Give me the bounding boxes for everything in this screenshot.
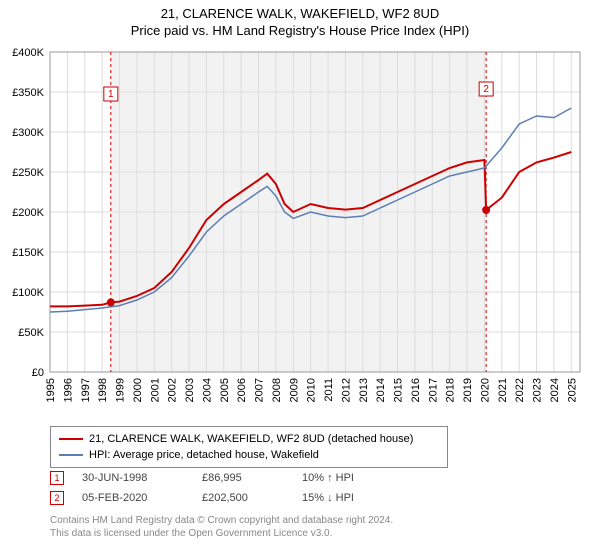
svg-text:2012: 2012 <box>340 378 352 402</box>
svg-text:2007: 2007 <box>254 378 266 402</box>
sale-date: 30-JUN-1998 <box>82 472 202 484</box>
legend-swatch <box>59 438 83 440</box>
legend-row: 21, CLARENCE WALK, WAKEFIELD, WF2 8UD (d… <box>59 431 439 447</box>
svg-text:1999: 1999 <box>115 378 127 402</box>
svg-text:1: 1 <box>108 89 114 100</box>
footer-line1: Contains HM Land Registry data © Crown c… <box>50 514 393 527</box>
legend-row: HPI: Average price, detached house, Wake… <box>59 447 439 463</box>
svg-text:1998: 1998 <box>97 378 109 402</box>
legend-label: HPI: Average price, detached house, Wake… <box>89 449 319 461</box>
svg-text:2009: 2009 <box>288 378 300 402</box>
svg-text:2011: 2011 <box>323 378 335 402</box>
svg-text:2013: 2013 <box>358 378 370 402</box>
svg-text:£200K: £200K <box>12 207 44 219</box>
legend: 21, CLARENCE WALK, WAKEFIELD, WF2 8UD (d… <box>50 426 448 468</box>
title-address: 21, CLARENCE WALK, WAKEFIELD, WF2 8UD <box>0 0 600 21</box>
svg-text:1995: 1995 <box>45 378 57 402</box>
svg-text:2002: 2002 <box>167 378 179 402</box>
svg-text:2004: 2004 <box>201 378 213 402</box>
svg-text:2005: 2005 <box>219 378 231 402</box>
svg-text:2017: 2017 <box>427 378 439 402</box>
svg-text:£350K: £350K <box>12 87 44 99</box>
svg-text:2025: 2025 <box>566 378 578 402</box>
sale-marker: 1 <box>50 471 64 485</box>
svg-text:£50K: £50K <box>18 327 44 339</box>
svg-text:2021: 2021 <box>497 378 509 402</box>
svg-text:£0: £0 <box>32 367 44 379</box>
sale-price: £86,995 <box>202 472 302 484</box>
footer-attribution: Contains HM Land Registry data © Crown c… <box>50 514 393 540</box>
svg-text:2000: 2000 <box>132 378 144 402</box>
svg-text:2: 2 <box>483 84 489 95</box>
sale-marker: 2 <box>50 491 64 505</box>
sale-price: £202,500 <box>202 492 302 504</box>
title-subtitle: Price paid vs. HM Land Registry's House … <box>0 21 600 38</box>
sale-pct: 10% ↑ HPI <box>302 472 422 484</box>
sale-date: 05-FEB-2020 <box>82 492 202 504</box>
svg-text:2023: 2023 <box>532 378 544 402</box>
svg-text:2008: 2008 <box>271 378 283 402</box>
legend-label: 21, CLARENCE WALK, WAKEFIELD, WF2 8UD (d… <box>89 433 413 445</box>
svg-text:£250K: £250K <box>12 167 44 179</box>
svg-text:£400K: £400K <box>12 47 44 59</box>
footer-line2: This data is licensed under the Open Gov… <box>50 527 393 540</box>
svg-text:2016: 2016 <box>410 378 422 402</box>
svg-text:1996: 1996 <box>62 378 74 402</box>
svg-text:2022: 2022 <box>514 378 526 402</box>
svg-text:2015: 2015 <box>393 378 405 402</box>
svg-text:2014: 2014 <box>375 378 387 402</box>
legend-swatch <box>59 454 83 456</box>
svg-text:2003: 2003 <box>184 378 196 402</box>
svg-text:£300K: £300K <box>12 127 44 139</box>
svg-text:1997: 1997 <box>80 378 92 402</box>
price-chart: 1 2 £0 £50K £100K £150K £200K £250K £300K £350K £4… <box>0 42 600 422</box>
sale-row: 1 30-JUN-1998£86,99510% ↑ HPI <box>50 468 422 488</box>
svg-text:2024: 2024 <box>549 378 561 402</box>
svg-text:£150K: £150K <box>12 247 44 259</box>
sales-table: 1 30-JUN-1998£86,99510% ↑ HPI 2 05-FEB-2020… <box>50 468 422 508</box>
sale-pct: 15% ↓ HPI <box>302 492 422 504</box>
svg-text:2010: 2010 <box>306 378 318 402</box>
svg-text:2020: 2020 <box>479 378 491 402</box>
svg-text:2001: 2001 <box>149 378 161 402</box>
sale-row: 2 05-FEB-2020£202,50015% ↓ HPI <box>50 488 422 508</box>
svg-text:2018: 2018 <box>445 378 457 402</box>
svg-text:2006: 2006 <box>236 378 248 402</box>
svg-text:2019: 2019 <box>462 378 474 402</box>
svg-text:£100K: £100K <box>12 287 44 299</box>
